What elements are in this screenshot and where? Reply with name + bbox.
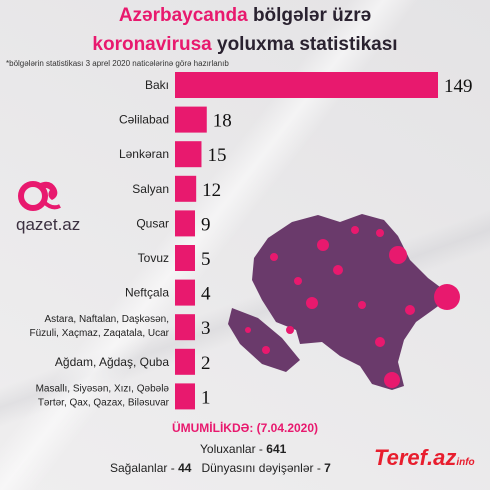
qazet-logo-icon [18, 181, 61, 211]
category-label: Bakı [145, 78, 169, 92]
deaths-label: Dünyasını dəyişənlər - [201, 461, 321, 475]
recovered-value: 44 [178, 461, 192, 475]
bar-value-label: 9 [201, 214, 211, 235]
bar-value-label: 12 [202, 180, 221, 201]
map-dot [333, 265, 343, 275]
category-label: Cəlilabad [119, 113, 169, 127]
category-label: Füzuli, Xaçmaz, Zaqatala, Ucar [30, 328, 170, 339]
watermark-sub: info [456, 457, 475, 468]
category-label: Masallı, Siyəsən, Xızı, Qəbələ [36, 383, 170, 394]
teref-watermark: Teref.azinfo [374, 445, 475, 471]
category-label: Qusar [136, 216, 169, 230]
category-label: Ağdam, Ağdaş, Quba [55, 355, 169, 369]
map-dot [358, 301, 366, 309]
map-dot [384, 372, 400, 388]
category-label: Lənkəran [119, 147, 169, 161]
bar-value-label: 4 [201, 284, 211, 305]
bar-value-label: 18 [213, 111, 232, 132]
summary-recovered-deaths: Sağalanlar - 44 Dünyasını dəyişənlər - 7 [110, 461, 331, 475]
bar [175, 383, 195, 410]
category-label: Neftçala [125, 286, 169, 300]
map-dot [375, 337, 385, 347]
bar [175, 279, 195, 306]
infected-value: 641 [266, 442, 287, 456]
source-note: *bölgələrin statistikası 3 aprel 2020 na… [6, 59, 229, 68]
title-accent-1: Azərbaycanda [118, 5, 248, 26]
bar [175, 175, 197, 202]
title-line-1: Azərbaycanda bölgələr üzrə [0, 4, 490, 28]
category-label: Tərtər, Qax, Qazax, Biləsuvar [38, 397, 170, 408]
bar [175, 106, 207, 133]
bar-value-label: 3 [201, 318, 211, 339]
logo-text: qazet.az [16, 215, 81, 234]
map-dots [245, 226, 460, 388]
category-label: Salyan [132, 182, 169, 196]
bar [175, 348, 195, 375]
deaths-value: 7 [324, 461, 331, 475]
title-rest-1: bölgələr üzrə [252, 5, 372, 26]
map-dot [351, 226, 359, 234]
map-dot [405, 305, 415, 315]
title-accent-2: koronavirusa [92, 34, 212, 55]
title-rest-2: yoluxma statistikası [217, 34, 398, 55]
bar-value-label: 5 [201, 249, 211, 270]
category-label: Astara, Naftalan, Daşkəsən, [44, 314, 169, 325]
bar [175, 314, 195, 341]
map-dot [317, 239, 329, 251]
bar [175, 210, 195, 237]
map-dot [389, 246, 407, 264]
map-dot [294, 277, 302, 285]
map-dot [306, 297, 318, 309]
category-label: Tovuz [138, 251, 169, 265]
watermark-main: Teref.az [374, 445, 457, 470]
title-line-2: koronavirusa yoluxma statistikası [0, 33, 490, 57]
bar-value-label: 149 [444, 76, 473, 97]
bar-value-label: 1 [201, 387, 211, 408]
infected-label: Yoluxanlar - [200, 442, 263, 456]
map-dot [376, 229, 384, 237]
bar [175, 245, 195, 271]
bar [175, 141, 202, 168]
map-dot [270, 253, 278, 261]
map-dot [434, 284, 460, 310]
map-dot [286, 326, 294, 334]
recovered-label: Sağalanlar - [110, 461, 175, 475]
map-exclave [228, 308, 300, 372]
bar-value-label: 2 [201, 353, 211, 374]
summary-infected: Yoluxanlar - 641 [200, 442, 286, 456]
summary-title: ÜMUMİLİKDƏ: (7.04.2020) [171, 421, 319, 435]
bar-value-label: 15 [207, 145, 226, 166]
map-dot [245, 327, 251, 333]
bar [175, 72, 438, 98]
map-dot [262, 346, 270, 354]
